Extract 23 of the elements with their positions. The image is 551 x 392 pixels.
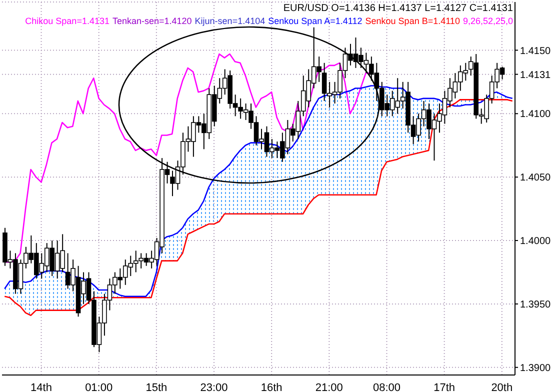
x-tick-label: 15th (146, 382, 168, 392)
x-tick-label: 08:00 (372, 382, 401, 392)
annotation: Chikou Span=1.4131 (25, 16, 110, 26)
x-tick-label: 01:00 (85, 382, 113, 392)
x-tick-label: 17th (434, 382, 456, 392)
y-tick-label: 1.4050 (520, 172, 551, 184)
annotation: Senkou Span A=1.4112 (268, 16, 362, 26)
annotation: Tenkan-sen=1.4120 (112, 16, 192, 26)
y-tick-label: 1.4100 (520, 109, 551, 120)
y-tick-label: 1.4000 (520, 236, 551, 248)
annotation: Kijun-sen=1.4104 (194, 16, 266, 26)
y-tick-label: 1.3950 (520, 300, 551, 310)
x-tick-label: 14th (30, 382, 52, 392)
y-tick-label: 1.4150 (520, 46, 551, 57)
x-tick-label: 20th (491, 382, 513, 392)
x-tick-label: 21:00 (315, 382, 343, 392)
annotation: 9,26,52,25,0 (462, 16, 513, 26)
x-tick-label: 23:00 (200, 382, 228, 392)
y-tick-label: 1.3900 (520, 362, 551, 374)
annotation: Senkou Span B=1.4110 (365, 16, 460, 26)
y-tick-label: 1.4131 (520, 70, 551, 81)
chart-title: EUR/USD O=1.4136 H=1.4137 L=1.4127 C=1.4131 (283, 3, 513, 14)
x-tick-label: 16th (260, 382, 282, 392)
